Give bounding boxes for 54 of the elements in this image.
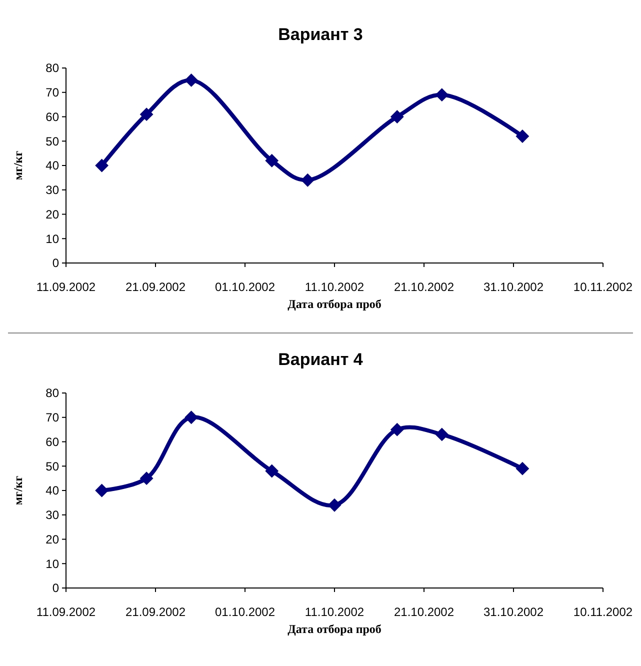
point — [140, 472, 154, 485]
point — [390, 423, 404, 436]
point — [184, 74, 198, 87]
x-tick-label: 21.10.2002 — [394, 280, 454, 294]
point — [516, 130, 529, 143]
point — [95, 159, 108, 172]
y-tick-label: 40 — [46, 484, 60, 498]
x-axis-title: Дата отбора проб — [288, 297, 382, 311]
x-axis-title: Дата отбора проб — [288, 622, 382, 636]
y-tick-label: 40 — [46, 158, 60, 173]
x-tick-label: 11.10.2002 — [304, 280, 364, 294]
chart-title: Вариант 3 — [278, 25, 363, 44]
y-tick-label: 20 — [46, 532, 60, 546]
point — [265, 464, 278, 478]
x-tick-label: 31.10.2002 — [483, 280, 544, 294]
point — [301, 174, 314, 187]
y-tick-label: 50 — [46, 459, 60, 474]
y-tick-label: 0 — [52, 581, 60, 596]
y-tick-label: 80 — [46, 61, 60, 76]
point — [435, 88, 448, 102]
y-axis-title: мг/кг — [11, 150, 25, 180]
point — [95, 484, 108, 497]
y-tick-label: 70 — [46, 410, 60, 425]
x-tick-label: 21.09.2002 — [125, 280, 186, 294]
x-tick-label: 10.11.2002 — [573, 280, 633, 294]
x-tick-label: 01.10.2002 — [214, 605, 276, 619]
point — [390, 110, 404, 124]
point — [265, 154, 278, 168]
x-tick-label: 31.10.2002 — [483, 605, 544, 619]
x-tick-label: 01.10.2002 — [214, 280, 276, 294]
x-tick-label: 21.10.2002 — [394, 605, 454, 619]
y-tick-label: 50 — [46, 134, 60, 148]
x-tick-label: 11.09.2002 — [36, 605, 96, 619]
x-tick-label: 11.09.2002 — [36, 280, 96, 294]
x-tick-label: 10.11.2002 — [573, 605, 633, 619]
y-axis-title: мг/кг — [11, 475, 25, 506]
y-tick-label: 60 — [46, 434, 60, 449]
y-tick-label: 60 — [46, 110, 60, 124]
y-tick-label: 80 — [46, 386, 60, 400]
point — [516, 462, 529, 476]
x-tick-label: 11.10.2002 — [304, 605, 364, 619]
point — [140, 108, 154, 121]
y-tick-label: 30 — [46, 508, 60, 522]
y-tick-label: 0 — [52, 256, 60, 270]
x-tick-label: 21.09.2002 — [125, 605, 186, 619]
y-tick-label: 10 — [46, 556, 60, 571]
y-tick-label: 70 — [46, 86, 60, 100]
chart-title: Вариант 4 — [278, 350, 364, 369]
y-tick-label: 30 — [46, 183, 60, 198]
point — [328, 498, 341, 512]
point — [184, 410, 198, 424]
y-tick-label: 10 — [46, 232, 60, 246]
point — [435, 428, 448, 441]
y-tick-label: 20 — [46, 207, 60, 222]
